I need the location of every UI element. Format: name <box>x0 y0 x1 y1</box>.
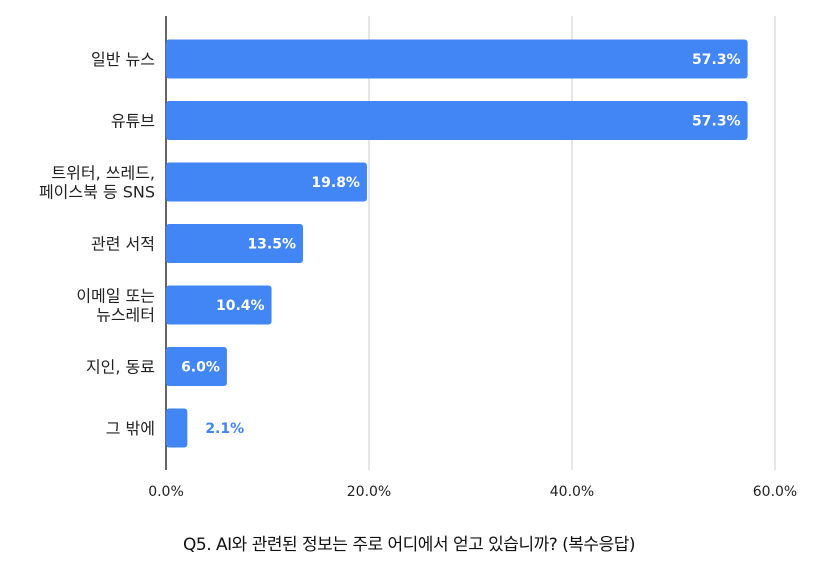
x-tick-labels: 0.0% 20.0% 40.0% 60.0% <box>148 484 797 500</box>
category-label-line: 유튜브 <box>111 112 155 131</box>
category-label: 관련 서적 <box>91 235 155 254</box>
category-label: 유튜브 <box>111 112 155 131</box>
bar <box>166 285 272 325</box>
chart-caption: Q5. AI와 관련된 정보는 주로 어디에서 얻고 있습니까? (복수응답) <box>183 535 635 555</box>
x-tick-label: 0.0% <box>148 484 184 500</box>
data-label: 6.0% <box>181 360 220 376</box>
x-tick-label: 60.0% <box>753 484 797 500</box>
x-tick-label: 20.0% <box>347 484 391 500</box>
category-label-line: 이메일 또는 <box>76 287 155 306</box>
bar <box>166 39 748 79</box>
category-label-line: 일반 뉴스 <box>91 50 155 69</box>
category-label-line: 관련 서적 <box>91 235 155 254</box>
bar <box>166 224 304 263</box>
data-label: 57.3% <box>692 114 741 130</box>
bar <box>166 101 748 140</box>
bar <box>166 162 367 202</box>
bars <box>166 39 748 448</box>
data-label: 10.4% <box>216 298 265 314</box>
category-label-line: 지인, 동료 <box>86 358 155 377</box>
data-labels: 57.3% 57.3% 19.8% 13.5% 10.4% 6.0% 2.1% <box>181 52 741 437</box>
data-label: 13.5% <box>247 237 296 253</box>
category-label: 지인, 동료 <box>86 358 155 377</box>
data-label: 19.8% <box>311 175 360 191</box>
category-label: 트위터, 쓰레드, 페이스북 등 SNS <box>39 164 155 202</box>
x-tick-label: 40.0% <box>550 484 594 500</box>
category-label-line: 트위터, 쓰레드, <box>51 164 155 183</box>
category-label: 그 밖에 <box>106 419 155 438</box>
category-label: 이메일 또는 뉴스레터 <box>76 287 155 325</box>
category-label: 일반 뉴스 <box>91 50 155 69</box>
bar <box>166 408 188 448</box>
category-label-line: 페이스북 등 SNS <box>39 183 155 202</box>
data-label: 57.3% <box>692 52 741 68</box>
bar <box>166 347 227 386</box>
data-label: 2.1% <box>205 421 244 437</box>
category-label-line: 그 밖에 <box>106 419 155 438</box>
category-label-line: 뉴스레터 <box>96 306 155 325</box>
